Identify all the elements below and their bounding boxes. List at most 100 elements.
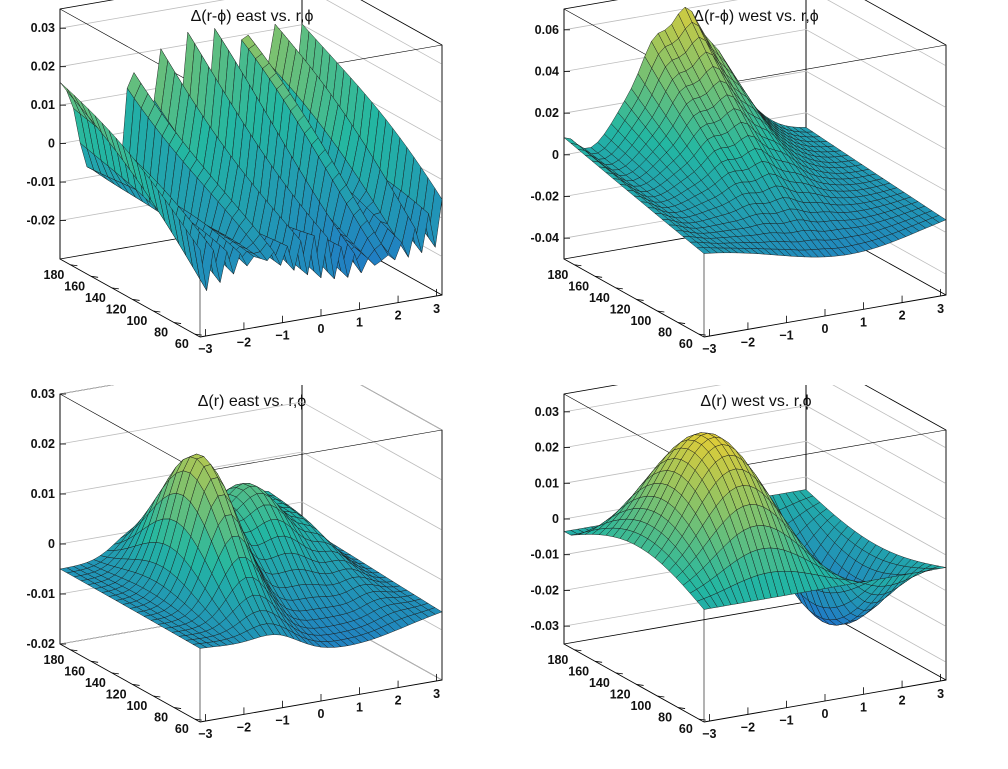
grid-line (59, 385, 443, 431)
r-tick (91, 660, 99, 663)
r-tick-label: 160 (568, 664, 589, 678)
chart-title: Δ(r-ϕ) west vs. r,ϕ (693, 8, 819, 25)
r-tick (615, 672, 623, 675)
phi-tick-label: −3 (198, 342, 212, 356)
phi-tick-label: 0 (318, 322, 325, 336)
phi-tick-label: −2 (237, 720, 251, 734)
r-tick-label: 100 (630, 314, 651, 328)
r-axis-line (563, 643, 705, 723)
r-tick-label: 140 (589, 291, 610, 305)
surface (563, 432, 947, 626)
r-tick-label: 140 (589, 676, 610, 690)
r-tick-label: 180 (44, 268, 65, 282)
top-front-edge (703, 44, 947, 88)
grid-line (59, 0, 443, 65)
r-tick-label: 180 (44, 653, 65, 667)
surface-cell (192, 643, 208, 649)
chart-title: Δ(r-ϕ) east vs. r,ϕ (190, 8, 314, 25)
phi-tick-label: −1 (275, 714, 289, 728)
r-tick (657, 310, 665, 313)
grid-line (563, 405, 947, 484)
panel-dphi-east: Δ(r-ϕ) east vs. r,ϕ -0.02 -0.01 0 0.01 0.02 0… (0, 0, 504, 384)
surface-cell (59, 82, 74, 100)
frame (59, 393, 443, 723)
phi-tick-label: −3 (702, 342, 716, 356)
r-tick (678, 322, 686, 324)
z-tick-label: 0 (552, 512, 559, 526)
r-tick (70, 264, 78, 267)
r-tick (132, 299, 140, 301)
r-axis-line (563, 258, 705, 338)
grid-line (59, 451, 443, 531)
z-tick-label: -0.02 (27, 214, 56, 228)
grid-line (59, 401, 443, 481)
r-tick-label: 100 (126, 314, 147, 328)
phi-tick-label: 1 (356, 700, 363, 714)
panel-dr-west: Δ(r) west vs. r,ϕ -0.03 -0.02 -0.01 0 0.01 0.… (504, 385, 1008, 769)
phi-tick-label: 1 (356, 315, 363, 329)
z-tick-label: 0.03 (535, 405, 559, 419)
r-tick (153, 310, 161, 313)
surface-cell (192, 239, 207, 291)
r-tick-label: 140 (85, 291, 106, 305)
tick-labels: -0.04 -0.02 0 0.02 0.04 0.06 −3 −2 −1 0 1 2 3 60 80 100… (531, 23, 945, 356)
z-tick-label: 0.03 (31, 387, 55, 401)
r-tick (636, 684, 644, 686)
phi-tick-label: −3 (702, 727, 716, 741)
z-tick-label: 0.01 (31, 487, 55, 501)
r-tick (194, 333, 202, 336)
r-tick-label: 120 (106, 302, 127, 316)
top-left-edge (59, 8, 201, 88)
phi-tick-label: −1 (779, 714, 793, 728)
z-tick-label: 0 (552, 148, 559, 162)
tick-labels: -0.02 -0.01 0 0.01 0.02 0.03 −3 −2 −1 0 1 2 3 60 80 100… (27, 387, 441, 741)
phi-tick-label: 2 (899, 309, 906, 323)
r-tick-label: 120 (610, 687, 631, 701)
r-tick-label: 120 (106, 687, 127, 701)
r-tick (615, 287, 623, 290)
surface-plot: -0.03 -0.02 -0.01 0 0.01 0.02 0.03 −3 −2 −1 0 1 2 3 60… (531, 385, 947, 741)
grid-line (563, 385, 947, 449)
r-tick (174, 707, 182, 709)
r-tick (574, 264, 582, 267)
z-tick-label: 0 (48, 137, 55, 151)
z-tick-label: 0.02 (535, 106, 559, 120)
z-tick-label: -0.02 (27, 637, 56, 651)
phi-tick-label: 2 (395, 309, 402, 323)
r-tick-label: 80 (658, 326, 672, 340)
top-left-edge (59, 393, 201, 473)
z-tick-label: 0.06 (535, 23, 559, 37)
z-tick-label: -0.04 (531, 231, 560, 245)
r-tick-label: 180 (548, 268, 569, 282)
z-tick-label: 0.03 (31, 21, 55, 35)
surface-plot: -0.02 -0.01 0 0.01 0.02 0.03 −3 −2 −1 0 1 2 3 60 80 100… (27, 0, 443, 356)
r-tick (574, 649, 582, 652)
r-tick (657, 695, 665, 698)
top-front-edge (199, 429, 443, 473)
r-tick (70, 649, 78, 652)
phi-tick-label: 0 (822, 707, 829, 721)
r-tick (132, 684, 140, 686)
r-tick-label: 140 (85, 676, 106, 690)
phi-tick-label: 1 (860, 700, 867, 714)
z-tick-label: -0.01 (27, 587, 56, 601)
phi-tick-label: −2 (741, 720, 755, 734)
phi-tick-label: 0 (822, 322, 829, 336)
r-tick-label: 100 (126, 699, 147, 713)
surface-plot: -0.04 -0.02 0 0.02 0.04 0.06 −3 −2 −1 0 1 2 3 60 80 100… (531, 0, 947, 356)
r-tick-label: 60 (175, 337, 189, 351)
r-tick (174, 322, 182, 324)
r-tick-label: 80 (154, 326, 168, 340)
phi-tick-label: 2 (395, 694, 402, 708)
phi-tick-label: 2 (899, 694, 906, 708)
r-tick (111, 672, 119, 675)
r-tick (698, 718, 706, 721)
r-tick (153, 695, 161, 698)
r-tick (636, 299, 644, 301)
phi-tick-label: −2 (237, 335, 251, 349)
r-tick-label: 160 (64, 664, 85, 678)
surface-plot: -0.02 -0.01 0 0.01 0.02 0.03 −3 −2 −1 0 1 2 3 60 80 100… (27, 385, 443, 741)
r-tick-label: 60 (679, 337, 693, 351)
r-tick-label: 80 (154, 711, 168, 725)
z-tick-label: 0.01 (31, 98, 55, 112)
